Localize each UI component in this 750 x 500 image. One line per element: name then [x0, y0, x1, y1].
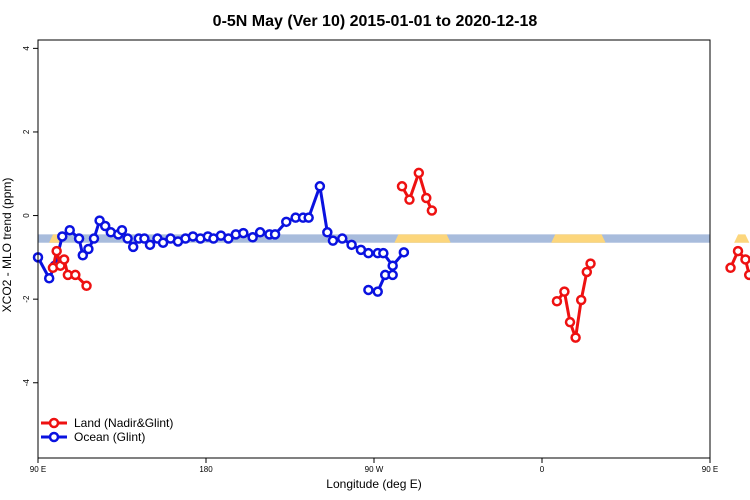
data-point: [426, 205, 438, 216]
data-point: [247, 232, 258, 243]
series-layer: [32, 167, 750, 343]
data-point: [281, 216, 292, 228]
data-point: [372, 286, 383, 297]
data-point: [254, 227, 266, 238]
data-point: [585, 258, 596, 269]
y-tick-label: -4: [22, 379, 31, 387]
data-point: [570, 332, 581, 343]
data-point: [363, 284, 374, 296]
data-point: [564, 316, 576, 328]
data-point: [139, 233, 150, 244]
data-point: [743, 269, 750, 281]
data-point: [396, 181, 408, 192]
x-tick-label: 180: [199, 465, 213, 474]
y-tick-label: -2: [22, 295, 31, 303]
data-point: [337, 233, 348, 244]
data-point: [404, 194, 415, 205]
data-point: [223, 233, 234, 244]
data-point: [732, 245, 744, 257]
legend: Land (Nadir&Glint)Ocean (Glint): [41, 416, 173, 444]
legend-marker: [48, 417, 60, 429]
surface-band: [38, 234, 750, 243]
data-point: [57, 231, 68, 242]
data-point: [269, 229, 281, 240]
land-band-segment: [551, 234, 606, 243]
data-point: [740, 254, 750, 265]
data-point: [116, 224, 128, 236]
data-point: [327, 235, 339, 246]
data-point: [64, 224, 75, 236]
data-point: [398, 247, 410, 258]
data-point: [387, 269, 398, 281]
legend-label: Land (Nadir&Glint): [74, 416, 173, 430]
data-point: [58, 254, 70, 265]
y-tick-label: 2: [22, 129, 31, 134]
data-point: [421, 192, 432, 204]
x-tick-label: 90 W: [365, 465, 384, 474]
data-point: [551, 296, 563, 307]
ocean-band: [38, 234, 710, 243]
data-point: [127, 241, 139, 253]
x-axis-ticks: 90 E 180 90 W 0 90 E: [30, 458, 718, 474]
data-point: [387, 260, 398, 271]
y-axis-label: XCO2 - MLO trend (ppm): [0, 178, 14, 313]
land-band-segment: [394, 234, 451, 243]
x-tick-label: 90 E: [30, 465, 46, 474]
data-point: [575, 294, 587, 306]
data-point: [88, 233, 100, 244]
chart-title: 0-5N May (Ver 10) 2015-01-01 to 2020-12-…: [213, 13, 538, 30]
data-point: [303, 212, 314, 223]
data-point: [81, 280, 92, 292]
data-point: [157, 237, 169, 248]
x-axis-label: Longitude (deg E): [326, 477, 421, 491]
data-point: [322, 227, 333, 238]
data-point: [725, 262, 736, 274]
data-point: [73, 233, 85, 244]
data-point: [238, 227, 249, 239]
data-point: [413, 167, 425, 179]
data-point: [559, 286, 570, 297]
land-band-segment: [734, 234, 750, 243]
data-point: [122, 233, 133, 244]
data-point: [581, 266, 593, 278]
x-tick-label: 0: [540, 465, 545, 474]
x-tick-label: 90 E: [702, 465, 718, 474]
data-point: [77, 250, 89, 261]
y-tick-label: 0: [22, 213, 31, 218]
data-point: [144, 239, 156, 251]
data-point: [314, 181, 326, 192]
data-point: [346, 239, 357, 251]
data-point: [70, 269, 81, 281]
ocean-series: [32, 181, 410, 297]
data-point: [363, 247, 374, 259]
legend-marker: [48, 431, 60, 443]
data-point: [378, 247, 389, 259]
data-point: [51, 245, 62, 257]
legend-label: Ocean (Glint): [74, 430, 145, 444]
data-point: [43, 273, 55, 284]
y-axis-ticks: 4 2 0 -2 -4: [22, 46, 38, 387]
data-point: [99, 220, 111, 232]
land-series: [47, 167, 750, 343]
y-tick-label: 4: [22, 46, 31, 51]
data-point: [83, 243, 94, 255]
